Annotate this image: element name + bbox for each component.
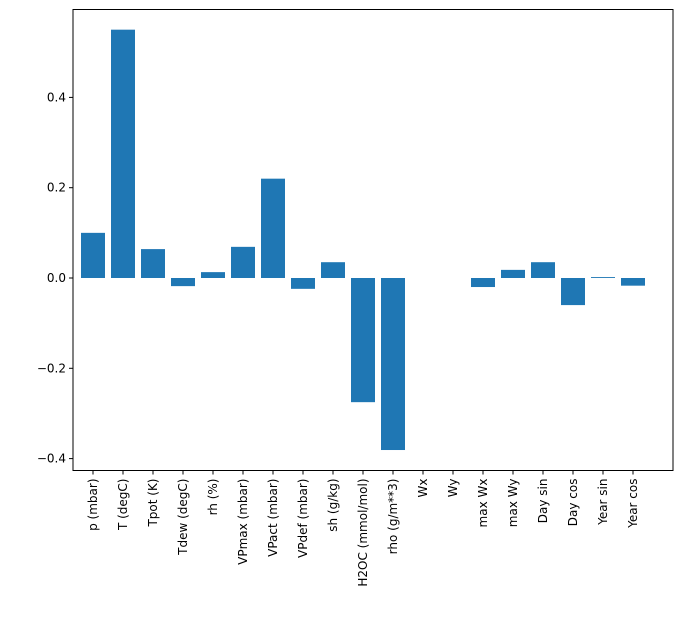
bar xyxy=(81,232,105,278)
x-tick-label: Day sin xyxy=(536,479,550,524)
x-tick-label: VPmax (mbar) xyxy=(236,479,250,565)
bar xyxy=(201,272,225,278)
bar xyxy=(321,262,345,278)
x-tick-label: max Wx xyxy=(476,479,490,528)
bar xyxy=(501,269,525,278)
x-tick-label: Year cos xyxy=(626,479,640,529)
x-tick-label: VPdef (mbar) xyxy=(296,479,310,558)
x-tick-label: Tdew (degC) xyxy=(176,479,190,556)
bar xyxy=(291,278,315,289)
bar xyxy=(231,246,255,278)
bar xyxy=(111,29,135,278)
x-tick-label: Day cos xyxy=(566,479,580,527)
y-tick-label: −0.2 xyxy=(37,361,66,375)
x-tick-label: sh (g/kg) xyxy=(326,479,340,532)
bar xyxy=(171,278,195,287)
x-tick-label: rho (g/m**3) xyxy=(386,479,400,555)
bar xyxy=(591,277,615,278)
x-tick-label: rh (%) xyxy=(206,479,220,516)
bar xyxy=(621,278,645,286)
bar xyxy=(561,278,585,306)
bars-group xyxy=(81,29,645,451)
x-tick-label: H2OC (mmol/mol) xyxy=(356,479,370,587)
bar xyxy=(351,278,375,403)
bar xyxy=(141,249,165,278)
x-tick-label: Wy xyxy=(446,479,460,498)
axes-frame xyxy=(72,9,674,471)
x-tick-label: VPact (mbar) xyxy=(266,479,280,557)
bar xyxy=(471,278,495,288)
bar xyxy=(381,278,405,451)
y-tick-label: −0.4 xyxy=(37,452,66,466)
y-tick-label: 0.0 xyxy=(47,271,66,285)
x-tick-label: T (degC) xyxy=(116,479,130,532)
y-tick-label: 0.2 xyxy=(47,181,66,195)
x-tick-label: Tpot (K) xyxy=(146,479,160,528)
x-axis: p (mbar) T (degC) Tpot (K) Tdew (degC) rh (%… xyxy=(86,470,640,587)
x-tick-label: Year sin xyxy=(596,479,610,526)
bar xyxy=(261,178,285,278)
bar xyxy=(531,262,555,278)
y-tick-label: 0.4 xyxy=(47,90,66,104)
y-axis: −0.4 −0.2 0.0 0.2 0.4 xyxy=(37,90,73,466)
x-tick-label: max Wy xyxy=(506,479,520,528)
x-tick-label: p (mbar) xyxy=(86,479,100,531)
x-tick-label: Wx xyxy=(416,479,430,498)
